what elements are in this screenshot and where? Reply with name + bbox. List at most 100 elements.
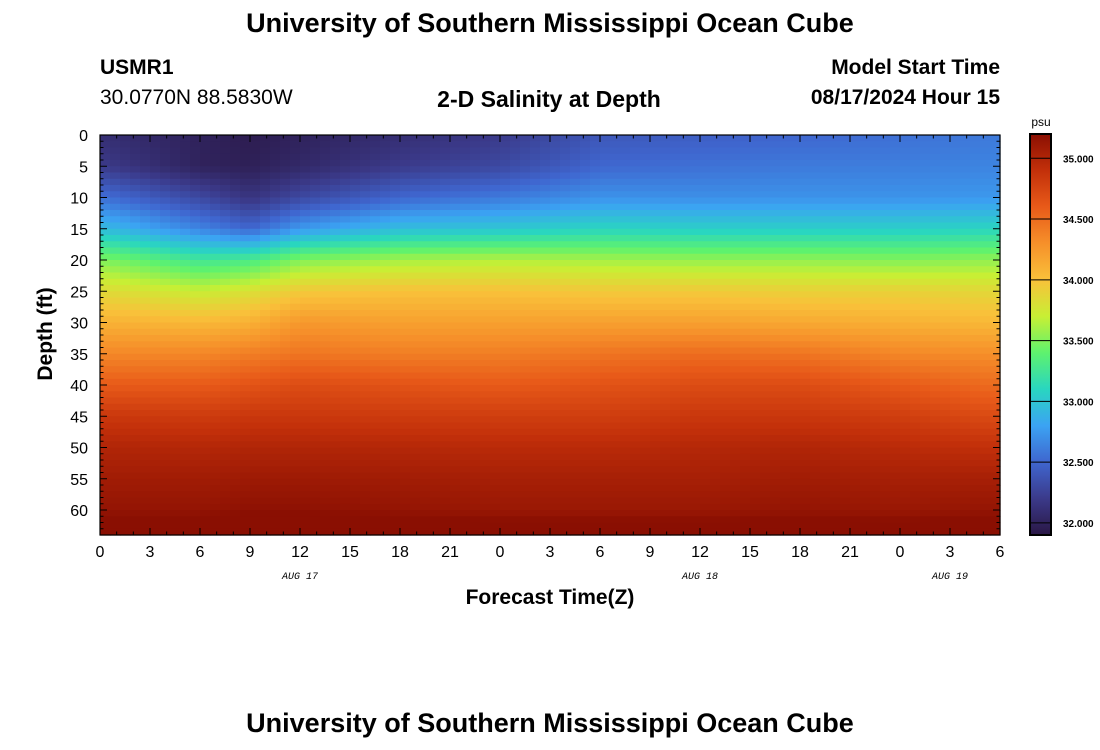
heatmap-cell (590, 228, 601, 236)
heatmap-cell (770, 141, 781, 149)
heatmap-cell (270, 216, 281, 224)
heatmap-cell (280, 453, 291, 461)
heatmap-cell (620, 485, 631, 492)
heatmap-cell (320, 222, 331, 230)
heatmap-cell (460, 516, 471, 524)
heatmap-cell (280, 335, 291, 342)
heatmap-cell (570, 328, 581, 336)
heatmap-cell (460, 410, 471, 417)
heatmap-cell (110, 272, 121, 280)
heatmap-cell (870, 341, 881, 349)
heatmap-cell (480, 510, 491, 517)
heatmap-cell (440, 191, 451, 199)
heatmap-cell (330, 447, 341, 455)
heatmap-cell (790, 510, 801, 517)
heatmap-cell (840, 272, 851, 280)
heatmap-cell (440, 516, 451, 524)
heatmap-cell (110, 172, 121, 180)
heatmap-cell (360, 353, 371, 361)
heatmap-cell (380, 210, 391, 217)
heatmap-cell (290, 153, 301, 161)
heatmap-cell (330, 216, 341, 224)
heatmap-cell (600, 285, 611, 292)
heatmap-cell (750, 416, 761, 424)
heatmap-cell (740, 385, 751, 392)
heatmap-cell (640, 310, 651, 317)
heatmap-cell (510, 422, 521, 430)
heatmap-cell (830, 391, 841, 399)
heatmap-cell (390, 272, 401, 280)
heatmap-cell (760, 272, 771, 280)
heatmap-cell (440, 497, 451, 505)
heatmap-cell (460, 528, 471, 536)
heatmap-cell (720, 241, 731, 249)
heatmap-cell (280, 303, 291, 311)
heatmap-cell (300, 428, 311, 436)
heatmap-cell (480, 403, 491, 411)
heatmap-cell (470, 372, 481, 380)
heatmap-cell (140, 391, 151, 399)
heatmap-cell (350, 147, 361, 155)
heatmap-cell (220, 441, 231, 449)
heatmap-cell (150, 260, 161, 267)
heatmap-cell (450, 528, 461, 536)
heatmap-cell (130, 335, 141, 342)
heatmap-cell (560, 247, 571, 255)
heatmap-cell (610, 185, 621, 192)
heatmap-cell (280, 153, 291, 161)
heatmap-cell (190, 191, 201, 199)
heatmap-cell (640, 135, 651, 142)
heatmap-cell (870, 141, 881, 149)
heatmap-cell (720, 422, 731, 430)
heatmap-cell (370, 222, 381, 230)
heatmap-cell (180, 135, 191, 142)
heatmap-cell (220, 422, 231, 430)
heatmap-cell (290, 422, 301, 430)
heatmap-cell (320, 197, 331, 205)
heatmap-cell (410, 247, 421, 255)
heatmap-cell (250, 528, 261, 536)
heatmap-cell (840, 310, 851, 317)
heatmap-cell (340, 391, 351, 399)
heatmap-cell (430, 303, 441, 311)
heatmap-cell (100, 316, 111, 324)
heatmap-cell (750, 197, 761, 205)
heatmap-cell (330, 316, 341, 324)
heatmap-cell (750, 216, 761, 224)
heatmap-cell (410, 310, 421, 317)
heatmap-cell (690, 316, 701, 324)
heatmap-cell (510, 353, 521, 361)
heatmap-cell (510, 428, 521, 436)
heatmap-cell (560, 210, 571, 217)
heatmap-cell (780, 235, 791, 242)
heatmap-cell (110, 503, 121, 511)
heatmap-cell (430, 322, 441, 330)
heatmap-cell (420, 285, 431, 292)
heatmap-cell (220, 528, 231, 536)
heatmap-cell (620, 366, 631, 374)
heatmap-cell (480, 197, 491, 205)
heatmap-cell (690, 460, 701, 467)
heatmap-cell (150, 297, 161, 305)
heatmap-cell (670, 472, 681, 480)
heatmap-cell (270, 160, 281, 167)
model-start-label: Model Start Time (831, 56, 1000, 79)
heatmap-cell (550, 372, 561, 380)
heatmap-cell (780, 366, 791, 374)
heatmap-cell (530, 166, 541, 174)
heatmap-cell (520, 516, 531, 524)
heatmap-cell (530, 228, 541, 236)
heatmap-cell (680, 316, 691, 324)
heatmap-cell (800, 278, 811, 286)
heatmap-cell (380, 303, 391, 311)
heatmap-cell (430, 378, 441, 386)
heatmap-cell (270, 178, 281, 186)
heatmap-cell (120, 403, 131, 411)
heatmap-cell (790, 322, 801, 330)
heatmap-cell (690, 503, 701, 511)
heatmap-cell (130, 485, 141, 492)
heatmap-cell (710, 347, 721, 355)
heatmap-cell (530, 510, 541, 517)
heatmap-cell (410, 447, 421, 455)
heatmap-cell (610, 178, 621, 186)
